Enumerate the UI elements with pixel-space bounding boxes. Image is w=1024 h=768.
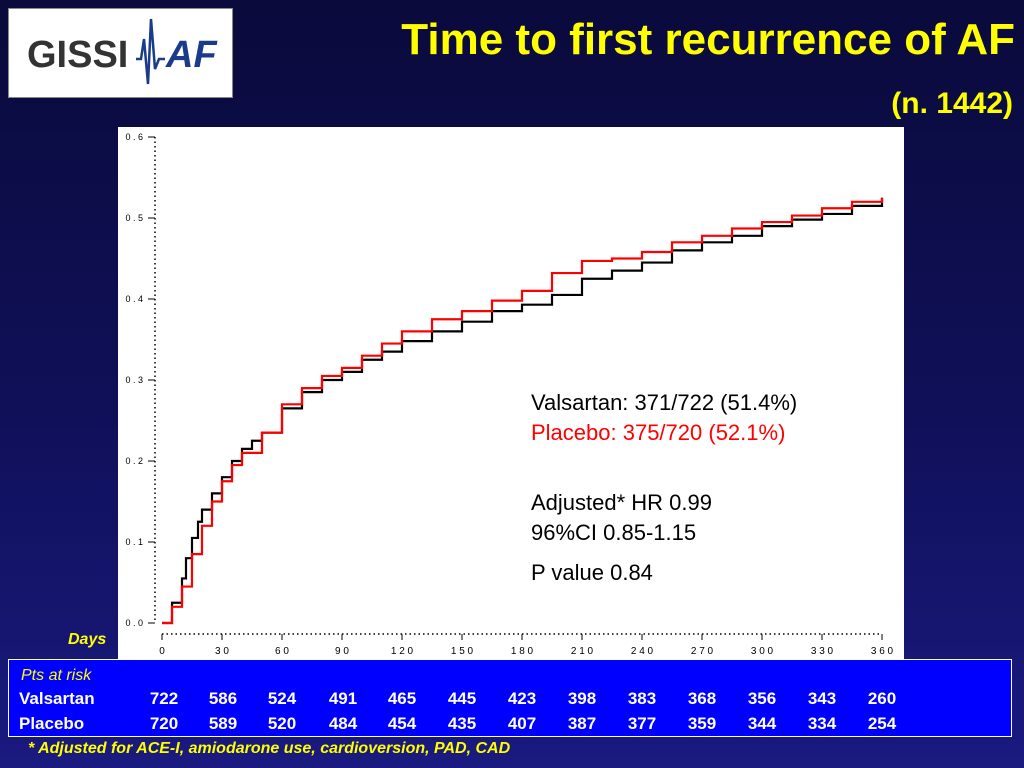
logo-text-right: AF	[165, 34, 218, 76]
chart-axes: 0 . 0 0 . 1 0 . 2 0 . 3 0 . 4 0 . 5 0 . 6 0 3 0 6…	[125, 132, 893, 657]
annotation-layer: Valsartan: 371/722 (51.4%) Placebo: 375/…	[531, 390, 797, 585]
y-tick-label: 0 . 4	[125, 294, 143, 304]
y-tick-label: 0 . 2	[125, 456, 143, 466]
x-tick-label: 2 7 0	[691, 646, 714, 657]
logo-graphic: GISSI AF	[27, 18, 218, 85]
patients-at-risk-table: Pts at risk Valsartan 722 586 524 491 465 445 4…	[8, 659, 1012, 737]
series-line-valsartan	[162, 197, 884, 625]
risk-cell: 344	[747, 714, 777, 733]
x-tick-label: 3 0	[215, 646, 229, 657]
risk-cell: 491	[328, 689, 358, 708]
risk-table-title: Pts at risk	[21, 667, 92, 684]
series-line-placebo	[162, 197, 884, 625]
x-tick-label: 3 0 0	[751, 646, 774, 657]
y-tick-label: 0 . 1	[125, 537, 143, 547]
x-tick-label: 2 1 0	[571, 646, 594, 657]
y-tick-label: 0 . 3	[125, 375, 143, 385]
x-tick-label: 2 4 0	[631, 646, 654, 657]
risk-cell: 484	[328, 714, 358, 733]
annotation-p-value: P value 0.84	[531, 560, 653, 585]
risk-cell: 465	[387, 689, 417, 708]
annotation-ci: 96%CI 0.85-1.15	[531, 520, 696, 545]
risk-cell: 454	[387, 714, 417, 733]
risk-cell: 520	[267, 714, 297, 733]
series-layer	[162, 197, 884, 625]
risk-cell: 356	[747, 689, 777, 708]
chart-title: Time to first recurrence of AF	[401, 15, 1015, 64]
x-tick-label: 1 5 0	[451, 646, 474, 657]
risk-cell: 377	[627, 714, 657, 733]
annotation-valsartan: Valsartan: 371/722 (51.4%)	[531, 390, 797, 415]
risk-cell: 435	[447, 714, 477, 733]
risk-cell: 407	[507, 714, 537, 733]
risk-cell: 589	[208, 714, 238, 733]
risk-cell: 398	[567, 689, 597, 708]
risk-cell: 387	[567, 714, 597, 733]
risk-cell: 334	[807, 714, 837, 733]
risk-row-name: Valsartan	[19, 689, 95, 708]
x-tick-label: 1 8 0	[511, 646, 534, 657]
km-chart: 0 . 0 0 . 1 0 . 2 0 . 3 0 . 4 0 . 5 0 . 6 0 3 0 6…	[125, 132, 893, 657]
x-tick-label: 1 2 0	[391, 646, 414, 657]
logo-ecg-line	[136, 18, 165, 85]
x-tick-label: 3 3 0	[811, 646, 834, 657]
risk-row-placebo: Placebo 720 589 520 484 454 435 407 387 377 359 344…	[9, 714, 1009, 734]
x-tick-label: 3 6 0	[871, 646, 894, 657]
x-axis-label: Days	[68, 631, 107, 648]
risk-cell: 445	[447, 689, 477, 708]
annotation-hr: Adjusted* HR 0.99	[531, 490, 712, 515]
risk-cell: 423	[507, 689, 537, 708]
risk-cell: 720	[149, 714, 179, 733]
risk-cell: 586	[208, 689, 238, 708]
logo-text-left: GISSI	[27, 34, 128, 76]
y-tick-label: 0 . 6	[125, 132, 143, 142]
x-tick-label: 0	[159, 646, 165, 657]
risk-cell: 254	[867, 714, 897, 733]
risk-cell: 359	[687, 714, 717, 733]
footnote: * Adjusted for ACE-I, amiodarone use, ca…	[28, 740, 511, 757]
annotation-placebo: Placebo: 375/720 (52.1%)	[531, 420, 785, 445]
chart-subtitle: (n. 1442)	[891, 87, 1013, 120]
plot-panel: 0 . 0 0 . 1 0 . 2 0 . 3 0 . 4 0 . 5 0 . 6 0 3 0 6…	[118, 127, 904, 659]
y-tick-label: 0 . 0	[125, 618, 143, 628]
risk-cell: 343	[807, 689, 837, 708]
risk-cell: 368	[687, 689, 717, 708]
risk-row-valsartan: Valsartan 722 586 524 491 465 445 423 398 383 368 3…	[9, 689, 1009, 709]
risk-row-name: Placebo	[19, 714, 85, 733]
risk-cell: 722	[149, 689, 179, 708]
risk-cell: 383	[627, 689, 657, 708]
x-tick-label: 9 0	[335, 646, 349, 657]
y-tick-label: 0 . 5	[125, 213, 143, 223]
gissi-af-logo: GISSI AF	[8, 8, 233, 98]
x-tick-label: 6 0	[275, 646, 289, 657]
risk-cell: 524	[267, 689, 297, 708]
risk-cell: 260	[867, 689, 897, 708]
